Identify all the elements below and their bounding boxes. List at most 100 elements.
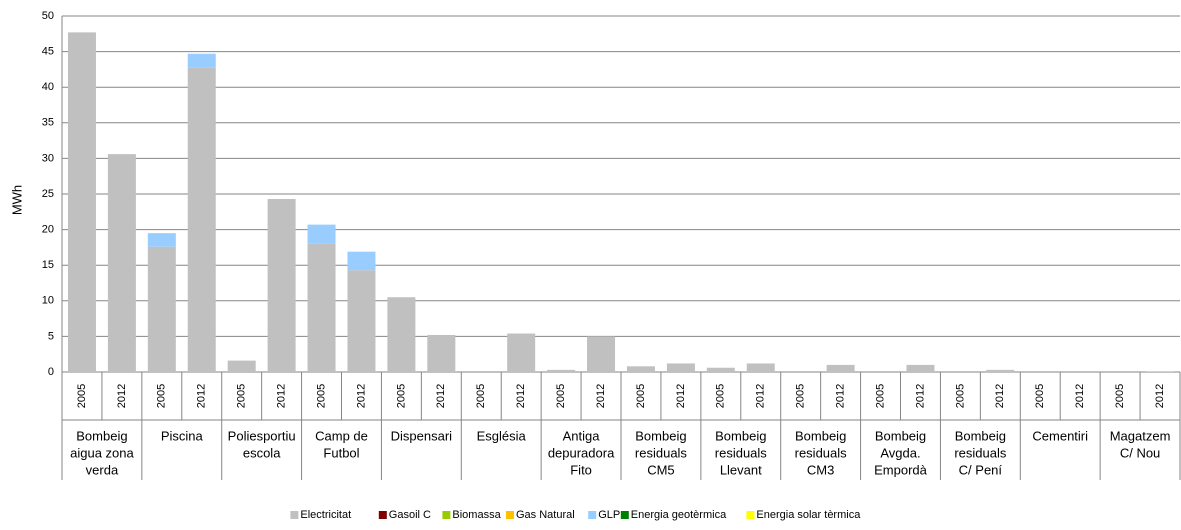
x-tick-label: 2012 [994,384,1006,408]
x-tick-label: 2005 [795,384,807,408]
group-label: CM3 [807,462,834,477]
group-label: Avgda. [880,445,920,460]
bar-segment [307,243,336,372]
legend-label: Biomassa [452,509,501,521]
bar-segment [147,246,176,372]
group-label: Empordà [874,462,928,477]
x-tick-label: 2012 [835,384,847,408]
x-tick-label: 2005 [156,384,168,408]
x-tick-label: 2012 [435,384,447,408]
x-tick-label: 2012 [1154,384,1166,408]
group-label: aigua zona [70,445,134,460]
x-tick-label: 2012 [595,384,607,408]
bar-segment [187,53,216,68]
legend-swatch [290,511,299,519]
bar-segment [626,366,655,372]
bar-segment [986,369,1015,372]
bar-segment [906,364,935,372]
y-tick-label: 0 [48,366,54,378]
y-tick-label: 30 [42,152,54,164]
y-tick-label: 40 [42,81,54,93]
group-label: Dispensari [391,428,453,443]
legend-label: Energia geotèrmica [631,509,727,521]
group-label: Bombeig [795,428,846,443]
group-label: Camp de [315,428,368,443]
group-label: CM5 [647,462,674,477]
bar-segment [267,198,296,372]
x-tick-label: 2005 [715,384,727,408]
bar-segment [187,67,216,372]
group-label: Bombeig [875,428,926,443]
x-tick-label: 2005 [555,384,567,408]
x-tick-label: 2005 [635,384,647,408]
group-label: Església [477,428,527,443]
x-tick-label: 2012 [116,384,128,408]
x-tick-label: 2005 [395,384,407,408]
x-tick-label: 2005 [1034,384,1046,408]
bar-segment [587,336,616,372]
x-tick-label: 2012 [914,384,926,408]
group-label: verda [86,462,119,477]
legend-swatch [620,511,629,519]
group-label: residuals [635,445,688,460]
x-tick-label: 2005 [236,384,248,408]
group-label: Fito [570,462,592,477]
bar-segment [67,32,96,372]
legend-swatch [746,511,755,519]
x-tick-label: 2005 [1114,384,1126,408]
x-tick-label: 2012 [515,384,527,408]
group-label: C/ Nou [1120,445,1160,460]
legend-label: GLP [598,509,620,521]
group-label: Bombeig [955,428,1006,443]
group-label: Cementiri [1032,428,1088,443]
y-tick-label: 35 [42,117,54,129]
bar-segment [387,297,416,372]
x-tick-label: 2012 [276,384,288,408]
y-tick-label: 50 [42,10,54,22]
bar-segment [107,154,136,372]
x-tick-label: 2012 [1074,384,1086,408]
group-label: C/ Pení [959,462,1003,477]
x-tick-label: 2012 [196,384,208,408]
bar-segment [507,333,536,372]
group-label: Piscina [161,428,204,443]
y-tick-label: 25 [42,188,54,200]
x-tick-label: 2012 [675,384,687,408]
x-tick-label: 2005 [315,384,327,408]
bar-segment [347,251,376,271]
x-tick-label: 2005 [76,384,88,408]
legend-label: Gas Natural [516,509,575,521]
group-label: Bombeig [76,428,127,443]
legend-swatch [588,511,597,519]
legend-swatch [442,511,451,519]
bar-segment [347,270,376,372]
legend-swatch [378,511,387,519]
legend-label: Gasoil C [389,509,431,521]
group-label: Poliesportiu [228,428,296,443]
legend-swatch [506,511,514,519]
group-label: depuradora [548,445,615,460]
x-tick-label: 2005 [874,384,886,408]
bar-segment [427,334,456,372]
bar-segment [666,363,695,372]
group-label: residuals [795,445,848,460]
group-label: Futbol [323,445,359,460]
y-tick-label: 20 [42,224,54,236]
y-tick-label: 15 [42,259,54,271]
bar-segment [307,224,336,244]
legend-label: Electricitat [300,509,351,521]
group-label: residuals [715,445,768,460]
x-tick-label: 2005 [954,384,966,408]
bar-segment [826,364,855,372]
bar-segment [746,363,775,372]
x-tick-label: 2005 [475,384,487,408]
bar-segment [227,360,256,372]
bar-segment [547,369,576,372]
group-label: Llevant [720,462,762,477]
bar-segment [147,233,176,247]
group-label: Antiga [563,428,601,443]
y-tick-label: 5 [48,330,54,342]
group-label: Magatzem [1110,428,1171,443]
x-tick-label: 2012 [755,384,767,408]
